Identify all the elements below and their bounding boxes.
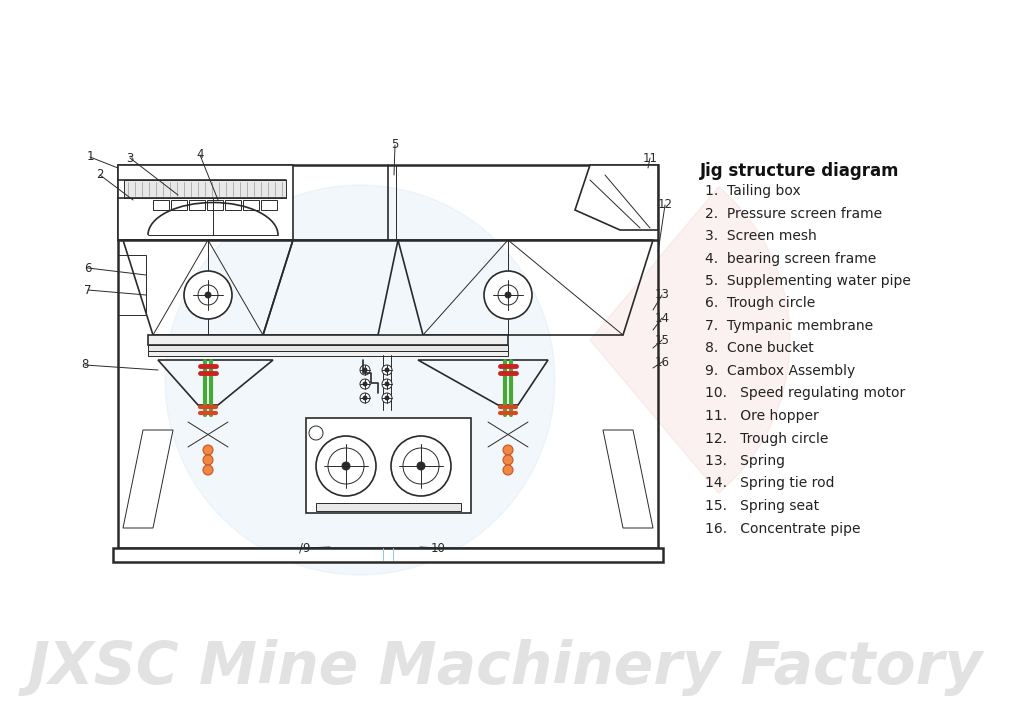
Text: 15.   Spring seat: 15. Spring seat: [705, 499, 819, 513]
Text: 9.  Cambox Assembly: 9. Cambox Assembly: [705, 364, 855, 378]
Circle shape: [309, 426, 323, 440]
Bar: [189, 200, 205, 210]
Circle shape: [360, 365, 370, 375]
Text: 15: 15: [654, 334, 670, 347]
Text: 4: 4: [197, 149, 204, 162]
Text: Jig structure diagram: Jig structure diagram: [700, 162, 899, 180]
Text: 2: 2: [96, 168, 103, 181]
Circle shape: [205, 292, 211, 298]
Circle shape: [382, 365, 392, 375]
Text: 3: 3: [126, 152, 134, 165]
Text: 16.   Concentrate pipe: 16. Concentrate pipe: [705, 521, 860, 536]
Circle shape: [484, 271, 532, 319]
Circle shape: [417, 462, 425, 470]
Bar: [261, 200, 278, 210]
Text: 1: 1: [86, 150, 94, 163]
Circle shape: [382, 393, 392, 403]
Text: 16: 16: [654, 355, 670, 369]
Bar: [316, 503, 461, 511]
Circle shape: [184, 271, 232, 319]
Circle shape: [385, 368, 389, 372]
Bar: [225, 200, 241, 210]
Circle shape: [203, 455, 213, 465]
Text: /9: /9: [299, 541, 310, 554]
Bar: [306, 418, 471, 513]
Text: 5.  Supplementing water pipe: 5. Supplementing water pipe: [705, 274, 911, 288]
Text: 6.  Trough circle: 6. Trough circle: [705, 296, 815, 311]
Text: 7.  Tympanic membrane: 7. Tympanic membrane: [705, 319, 873, 333]
Text: 8: 8: [81, 359, 89, 372]
Bar: [153, 200, 169, 210]
Bar: [118, 165, 658, 548]
Bar: [148, 335, 508, 345]
Text: 7: 7: [84, 283, 92, 296]
Circle shape: [505, 292, 511, 298]
Text: 10.   Speed regulating motor: 10. Speed regulating motor: [705, 387, 905, 400]
Text: 5: 5: [391, 139, 398, 152]
Circle shape: [503, 465, 513, 475]
Circle shape: [203, 465, 213, 475]
Bar: [113, 548, 663, 562]
Circle shape: [391, 436, 451, 496]
Polygon shape: [123, 430, 173, 528]
Text: 8.  Cone bucket: 8. Cone bucket: [705, 342, 814, 355]
Bar: [118, 255, 146, 315]
Polygon shape: [575, 165, 658, 230]
Circle shape: [165, 185, 555, 575]
Circle shape: [385, 382, 389, 386]
Circle shape: [362, 396, 367, 400]
Bar: [171, 200, 187, 210]
Text: 2.  Pressure screen frame: 2. Pressure screen frame: [705, 206, 882, 221]
Text: 3.  Screen mesh: 3. Screen mesh: [705, 229, 817, 243]
Circle shape: [342, 462, 350, 470]
Text: 11.   Ore hopper: 11. Ore hopper: [705, 409, 819, 423]
Circle shape: [385, 396, 389, 400]
Text: 6: 6: [84, 262, 92, 275]
Polygon shape: [603, 430, 653, 528]
Text: 11: 11: [642, 152, 657, 165]
Circle shape: [362, 382, 367, 386]
Wedge shape: [590, 187, 790, 493]
Bar: [148, 351, 508, 356]
Text: 13: 13: [654, 288, 670, 301]
Circle shape: [360, 393, 370, 403]
Text: 4.  bearing screen frame: 4. bearing screen frame: [705, 252, 877, 265]
Circle shape: [503, 455, 513, 465]
Text: 12.   Trough circle: 12. Trough circle: [705, 431, 828, 446]
Text: 1.  Tailing box: 1. Tailing box: [705, 184, 801, 198]
Circle shape: [316, 436, 376, 496]
Text: 10: 10: [430, 541, 445, 554]
Bar: [118, 165, 293, 240]
Bar: [148, 345, 508, 351]
Bar: [207, 200, 223, 210]
Circle shape: [362, 368, 367, 372]
Text: 14.   Spring tie rod: 14. Spring tie rod: [705, 477, 835, 490]
Text: JXSC Mine Machinery Factory: JXSC Mine Machinery Factory: [28, 639, 983, 697]
Bar: [243, 200, 259, 210]
Circle shape: [503, 445, 513, 455]
Text: 13.   Spring: 13. Spring: [705, 454, 785, 468]
Bar: [124, 180, 286, 198]
Text: 14: 14: [654, 311, 670, 324]
Text: 12: 12: [657, 198, 673, 211]
Circle shape: [360, 379, 370, 389]
Circle shape: [382, 379, 392, 389]
Circle shape: [203, 445, 213, 455]
